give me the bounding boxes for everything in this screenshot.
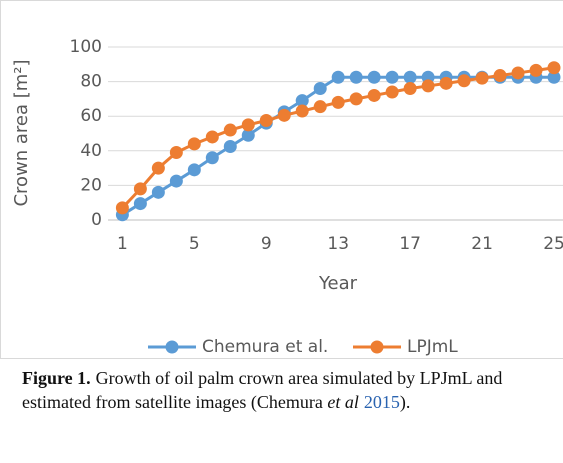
series-marker: [187, 163, 201, 177]
series-marker: [403, 82, 417, 96]
series-marker: [547, 70, 561, 84]
series-marker: [313, 82, 327, 96]
y-tick-label: 100: [70, 37, 102, 57]
series-marker: [133, 197, 147, 211]
y-tick-label: 80: [80, 72, 102, 92]
series-marker: [151, 185, 165, 199]
series-marker: [277, 108, 291, 122]
x-tick-label: 25: [543, 234, 563, 254]
y-tick-label: 20: [80, 175, 102, 195]
series-marker: [169, 146, 183, 160]
series-marker: [115, 201, 129, 215]
series-marker: [205, 151, 219, 165]
series-marker: [331, 95, 345, 109]
series-marker: [223, 123, 237, 137]
series-marker: [349, 92, 363, 106]
legend-label: Chemura et al.: [202, 337, 328, 357]
series-marker: [205, 130, 219, 144]
x-tick-label: 13: [327, 234, 349, 254]
x-tick-label: 17: [399, 234, 421, 254]
series-marker: [475, 71, 489, 85]
series-marker: [493, 69, 507, 83]
x-tick-label: 5: [189, 234, 200, 254]
chart-border: [0, 0, 563, 359]
caption-year: 2015: [363, 392, 400, 412]
series-marker: [367, 70, 381, 84]
series-marker: [349, 70, 363, 84]
caption-label: Figure 1.: [22, 368, 91, 388]
x-tick-label: 1: [117, 234, 128, 254]
caption-text: Growth of oil palm crown area simulated …: [22, 368, 503, 412]
series-marker: [295, 104, 309, 118]
x-tick-label: 21: [471, 234, 493, 254]
series-marker: [259, 114, 273, 128]
series-marker: [241, 128, 255, 142]
series-marker: [295, 94, 309, 108]
series-marker: [547, 61, 561, 75]
legend-marker: [370, 340, 384, 354]
x-tick-label: 9: [261, 234, 272, 254]
series-marker: [529, 63, 543, 77]
series-marker: [331, 70, 345, 84]
series-marker: [133, 182, 147, 196]
chart: Crown area [m²] Year 0 20 40 60 80 100 1 5 9 13 17…: [0, 0, 563, 359]
series-marker: [385, 70, 399, 84]
x-axis-label: Year: [318, 273, 358, 294]
series-marker: [385, 85, 399, 99]
series-marker: [223, 139, 237, 153]
caption-italic: et al: [327, 392, 359, 412]
caption-end: ).: [399, 392, 411, 412]
series-marker: [403, 70, 417, 84]
y-axis-label: Crown area [m²]: [11, 59, 32, 206]
legend-label: LPJmL: [407, 337, 458, 357]
y-tick-label: 0: [91, 210, 102, 230]
series-marker: [511, 66, 525, 80]
legend-marker: [165, 340, 179, 354]
series-marker: [367, 88, 381, 102]
caption: Figure 1. Growth of oil palm crown area s…: [22, 366, 552, 414]
series-line: [121, 66, 555, 209]
series-marker: [457, 74, 471, 88]
y-tick-label: 40: [80, 141, 102, 161]
y-tick-label: 60: [80, 106, 102, 126]
series-marker: [187, 137, 201, 151]
series-marker: [241, 118, 255, 132]
series-marker: [421, 79, 435, 93]
series-marker: [313, 100, 327, 114]
series-marker: [151, 161, 165, 175]
series-marker: [439, 76, 453, 90]
series-marker: [169, 174, 183, 188]
